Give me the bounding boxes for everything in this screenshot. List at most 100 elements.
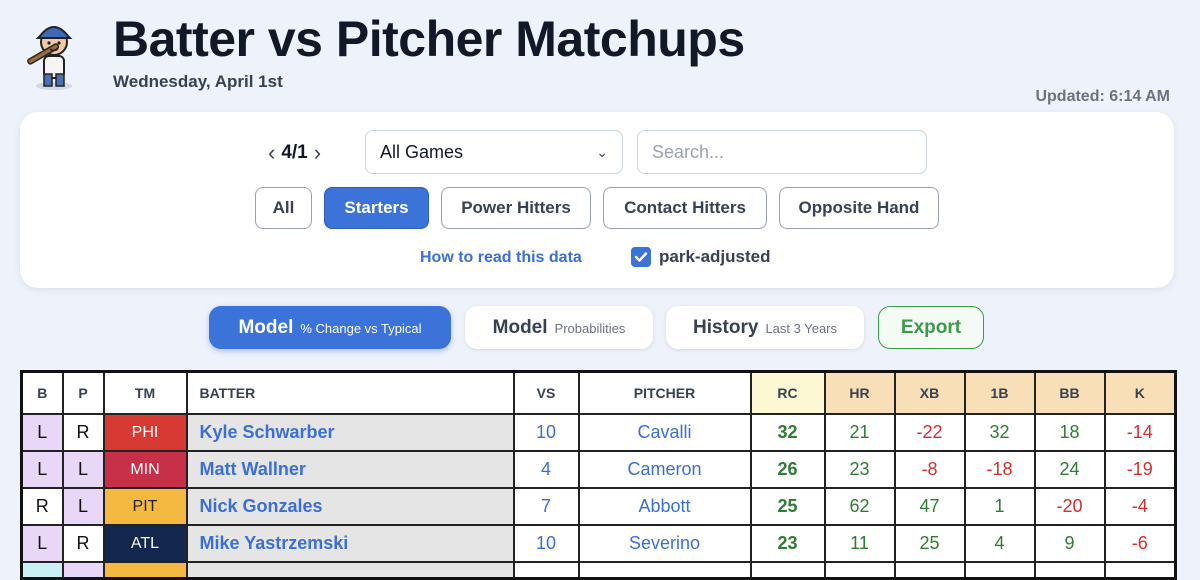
hr-value-cell: 21: [823, 413, 896, 452]
filter-opposite-hand-button[interactable]: Opposite Hand: [779, 187, 939, 229]
batter-name-link[interactable]: Kyle Schwarber: [185, 413, 515, 452]
table-row[interactable]: L R ATL Mike Yastrzemski 10 Severino 23 11 25 4 9-…: [20, 524, 1177, 563]
col-header-xb[interactable]: XB: [893, 370, 966, 415]
table-cell: [1103, 561, 1177, 580]
table-cell: [823, 561, 896, 580]
1b-value-cell: -18: [963, 450, 1036, 489]
rc-value-cell: 23: [749, 524, 826, 563]
mode-sub-label: Last 3 Years: [765, 321, 838, 336]
bb-value-cell: -20: [1033, 487, 1106, 526]
xb-value-cell: -22: [893, 413, 966, 452]
park-adjusted-label: park-adjusted: [659, 247, 771, 266]
batter-hand-cell: R: [20, 487, 64, 526]
park-adjusted-toggle[interactable]: park-adjusted: [631, 247, 770, 267]
1b-value-cell: 32: [963, 413, 1036, 452]
col-header-hr[interactable]: HR: [823, 370, 896, 415]
vs-count-link[interactable]: 10: [512, 524, 580, 563]
mode-sub-label: Probabilities: [554, 321, 626, 336]
team-cell: PIT: [102, 487, 188, 526]
col-header-pitcher[interactable]: PITCHER: [577, 370, 752, 415]
rc-value-cell: 25: [749, 487, 826, 526]
table-cell: [512, 561, 580, 580]
pitcher-name-link[interactable]: Cameron: [577, 450, 752, 489]
table-cell: [893, 561, 966, 580]
col-header-p[interactable]: P: [61, 370, 105, 415]
pitcher-hand-cell: R: [61, 524, 105, 563]
mode-history-button[interactable]: History Last 3 Years: [666, 306, 864, 349]
page-date: Wednesday, April 1st: [113, 72, 283, 91]
col-header-b[interactable]: B: [20, 370, 64, 415]
filter-power-hitters-button[interactable]: Power Hitters: [441, 187, 591, 229]
vs-count-link[interactable]: 4: [512, 450, 580, 489]
xb-value-cell: -8: [893, 450, 966, 489]
table-header-row: B P TM BATTER VS PITCHER RC HR XB 1B BB …: [20, 370, 1177, 415]
pitcher-name-link[interactable]: Severino: [577, 524, 752, 563]
col-header-bb[interactable]: BB: [1033, 370, 1106, 415]
batter-hand-cell: L: [20, 413, 64, 452]
xb-value-cell: 25: [893, 524, 966, 563]
how-to-read-link[interactable]: How to read this data: [420, 249, 582, 266]
hr-value-cell: 62: [823, 487, 896, 526]
batter-name-link[interactable]: Matt Wallner: [185, 450, 515, 489]
team-cell: MIN: [102, 450, 188, 489]
bb-value-cell: 18: [1033, 413, 1106, 452]
1b-value-cell: 4: [963, 524, 1036, 563]
filter-all-button[interactable]: All: [255, 187, 312, 229]
col-header-tm[interactable]: TM: [102, 370, 188, 415]
col-header-1b[interactable]: 1B: [963, 370, 1036, 415]
current-date: 4/1: [281, 142, 308, 163]
table-cell: [185, 561, 515, 580]
updated-timestamp: Updated: 6:14 AM: [1035, 88, 1170, 105]
table-row[interactable]: L R PHI Kyle Schwarber 10 Cavalli 32 21 -22 32 18-…: [20, 413, 1177, 452]
table-cell: [20, 561, 64, 580]
matchups-table: B P TM BATTER VS PITCHER RC HR XB 1B BB …: [20, 370, 1177, 580]
mode-model-change-button[interactable]: Model % Change vs Typical: [209, 306, 451, 349]
search-input[interactable]: [637, 130, 927, 174]
table-cell: [749, 561, 826, 580]
mode-main-label: Model: [492, 317, 548, 338]
team-cell: PHI: [102, 413, 188, 452]
hr-value-cell: 23: [823, 450, 896, 489]
table-cell: [102, 561, 188, 580]
mode-sub-label: % Change vs Typical: [300, 321, 422, 336]
vs-count-link[interactable]: 10: [512, 413, 580, 452]
rc-value-cell: 32: [749, 413, 826, 452]
batter-hand-cell: L: [20, 450, 64, 489]
batter-name-link[interactable]: Mike Yastrzemski: [185, 524, 515, 563]
chevron-left-icon[interactable]: ‹: [268, 140, 276, 165]
xb-value-cell: 47: [893, 487, 966, 526]
date-navigator: ‹ 4/1 ›: [268, 141, 321, 165]
mode-model-probabilities-button[interactable]: Model Probabilities: [465, 306, 653, 349]
game-select-value: All Games: [380, 141, 464, 162]
pitcher-name-link[interactable]: Cavalli: [577, 413, 752, 452]
k-value-cell: -19: [1103, 450, 1177, 489]
table-cell: [1033, 561, 1106, 580]
batter-name-link[interactable]: Nick Gonzales: [185, 487, 515, 526]
chevron-right-icon[interactable]: ›: [313, 140, 322, 165]
bb-value-cell: 24: [1033, 450, 1106, 489]
vs-count-link[interactable]: 7: [512, 487, 580, 526]
col-header-batter[interactable]: BATTER: [185, 370, 515, 415]
pitcher-hand-cell: R: [61, 413, 105, 452]
table-row[interactable]: R L PIT Nick Gonzales 7 Abbott 25 62 47 1 -20 -4: [20, 487, 1177, 526]
bb-value-cell: 9: [1033, 524, 1106, 563]
col-header-vs[interactable]: VS: [512, 370, 580, 415]
1b-value-cell: 1: [963, 487, 1036, 526]
filter-starters-button[interactable]: Starters: [324, 187, 429, 229]
mode-main-label: History: [692, 317, 759, 338]
pitcher-name-link[interactable]: Abbott: [577, 487, 752, 526]
col-header-k[interactable]: K: [1103, 370, 1177, 415]
chevron-down-icon: ⌄: [596, 143, 608, 160]
rc-value-cell: 26: [749, 450, 826, 489]
table-row[interactable]: [20, 561, 1177, 580]
k-value-cell: -14: [1103, 413, 1177, 452]
col-header-rc[interactable]: RC: [749, 370, 826, 415]
filter-contact-hitters-button[interactable]: Contact Hitters: [603, 187, 767, 229]
checkbox-checked-icon[interactable]: [631, 247, 651, 267]
batter-hand-cell: L: [20, 524, 64, 563]
pitcher-hand-cell: L: [61, 450, 105, 489]
export-button[interactable]: Export: [878, 306, 984, 349]
table-row[interactable]: L L MIN Matt Wallner 4 Cameron 26 23 -8 -18 24 -19: [20, 450, 1177, 489]
game-select[interactable]: All Games ⌄: [365, 130, 623, 174]
mode-main-label: Model: [238, 317, 294, 338]
